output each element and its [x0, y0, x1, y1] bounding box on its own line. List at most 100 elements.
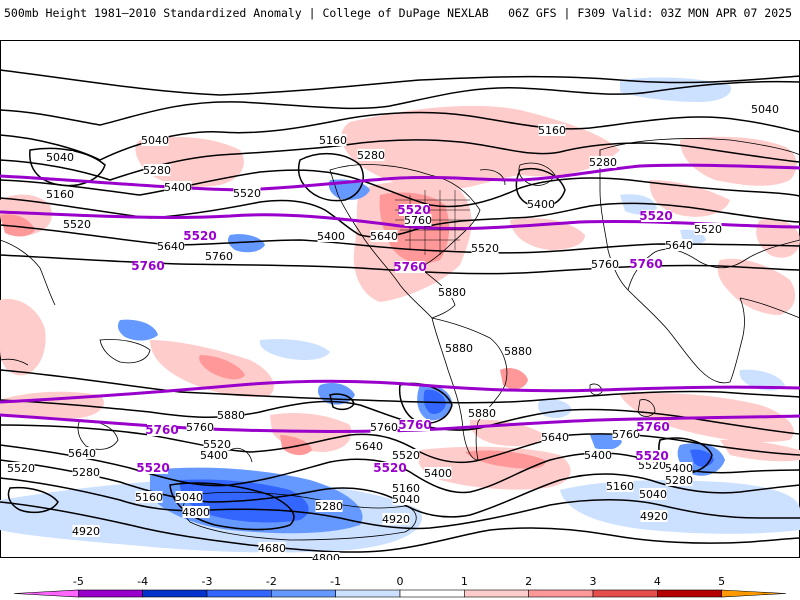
contour-label: 4800 [182, 506, 210, 519]
contour-label-bg [606, 480, 634, 492]
colorbar-swatch [592, 589, 658, 598]
contour-label-bg [468, 407, 496, 419]
contour-label-bg [135, 491, 163, 503]
contour-label: 5160 [606, 480, 634, 493]
contour-label-bg [319, 134, 347, 146]
contour-label-bg [133, 260, 163, 272]
contour-label: 5400 [200, 449, 228, 462]
colorbar-swatch [464, 589, 529, 598]
contour-label: 5040 [141, 134, 169, 147]
contour-label-bg [665, 462, 693, 474]
contour-label-bg [357, 149, 385, 161]
contour-label-bg [399, 204, 429, 216]
contour-label-bg [392, 482, 420, 494]
contour-label: 5280 [589, 156, 617, 169]
contour-label: 5880 [504, 345, 532, 358]
contour-label-bg [72, 466, 100, 478]
contour-label-bg [217, 409, 245, 421]
contour-label-bg [164, 181, 192, 193]
contour-label: 5520 [638, 459, 666, 472]
colorbar-swatch [399, 589, 465, 598]
contour-label-bg [400, 419, 430, 431]
contour-label-bg [157, 240, 185, 252]
key-contour-label: 5520 [136, 461, 169, 475]
contour-label: 5760 [205, 250, 233, 263]
contour-label: 4920 [72, 525, 100, 538]
contour-label: 5640 [665, 239, 693, 252]
colorbar-tick-label: 5 [718, 575, 725, 588]
model-run-info: 06Z GFS | F309 Valid: 03Z MON APR 07 202… [508, 6, 792, 20]
contour-label: 5400 [665, 462, 693, 475]
contour-label-bg [631, 258, 661, 270]
contour-label-bg [46, 188, 74, 200]
contour-label: 5400 [424, 467, 452, 480]
contour-label: 5520 [233, 187, 261, 200]
contour-label: 4680 [258, 542, 286, 555]
contour-label-bg [205, 250, 233, 262]
contour-label-bg [185, 230, 215, 242]
colorbar-tick-label: 3 [590, 575, 597, 588]
contour-label: 5520 [63, 218, 91, 231]
contour-label: 5160 [319, 134, 347, 147]
colorbar-tick-label: -2 [266, 575, 277, 588]
contour-label-bg [392, 449, 420, 461]
height-contours [0, 69, 800, 553]
contour-label-bg [637, 450, 667, 462]
contour-label-bg [147, 424, 177, 436]
contour-label-bg [68, 447, 96, 459]
contour-label: 5280 [357, 149, 385, 162]
contour-label: 4920 [640, 510, 668, 523]
key-contour-label: 5760 [131, 259, 164, 273]
contour-label-bg [143, 164, 171, 176]
contour-label-bg [527, 198, 555, 210]
contour-label: 5520 [7, 462, 35, 475]
contour-label: 5640 [68, 447, 96, 460]
key-contour-label: 5760 [636, 420, 669, 434]
contour-label: 5640 [370, 230, 398, 243]
contour-label: 5280 [665, 474, 693, 487]
contour-label-bg [445, 342, 473, 354]
key-contour-label: 5520 [373, 461, 406, 475]
colorbar-swatch [142, 589, 208, 598]
key-contour-label: 5760 [393, 260, 426, 274]
contour-label: 5760 [186, 421, 214, 434]
contour-label-bg [438, 286, 466, 298]
contour-label-bg [258, 542, 286, 554]
contour-label: 5760 [404, 214, 432, 227]
contour-label: 5880 [445, 342, 473, 355]
contour-label: 5400 [527, 198, 555, 211]
contour-label: 5520 [694, 223, 722, 236]
contour-label-bg [665, 474, 693, 486]
contour-label: 5280 [315, 500, 343, 513]
contour-label-bg [72, 525, 100, 537]
contour-label: 5040 [46, 151, 74, 164]
contour-label-bg [395, 261, 425, 273]
contour-label-bg [541, 431, 569, 443]
contour-label-bg [589, 156, 617, 168]
colorbar-swatch [13, 589, 79, 598]
contour-label-bg [504, 345, 532, 357]
contour-label: 5040 [639, 488, 667, 501]
contour-label-bg [640, 510, 668, 522]
contour-label: 5040 [392, 493, 420, 506]
key-contour-label: 5520 [397, 203, 430, 217]
contour-label: 5880 [217, 409, 245, 422]
colorbar-swatch [721, 589, 787, 598]
contour-label: 5160 [392, 482, 420, 495]
contour-label-bg [186, 421, 214, 433]
contour-label: 5040 [751, 103, 779, 116]
contour-label-bg [175, 491, 203, 503]
contour-label-bg [233, 187, 261, 199]
contour-label-bg [538, 124, 566, 136]
map-title: 500mb Height 1981–2010 Standardized Anom… [4, 6, 489, 20]
contour-label-bg [200, 449, 228, 461]
contour-label-bg [392, 493, 420, 505]
contour-label-bg [591, 258, 619, 270]
contour-label-bg [638, 421, 668, 433]
contour-label: 5880 [468, 407, 496, 420]
contour-label-bg [138, 462, 168, 474]
contour-label-bg [7, 462, 35, 474]
contour-label: 5160 [46, 188, 74, 201]
